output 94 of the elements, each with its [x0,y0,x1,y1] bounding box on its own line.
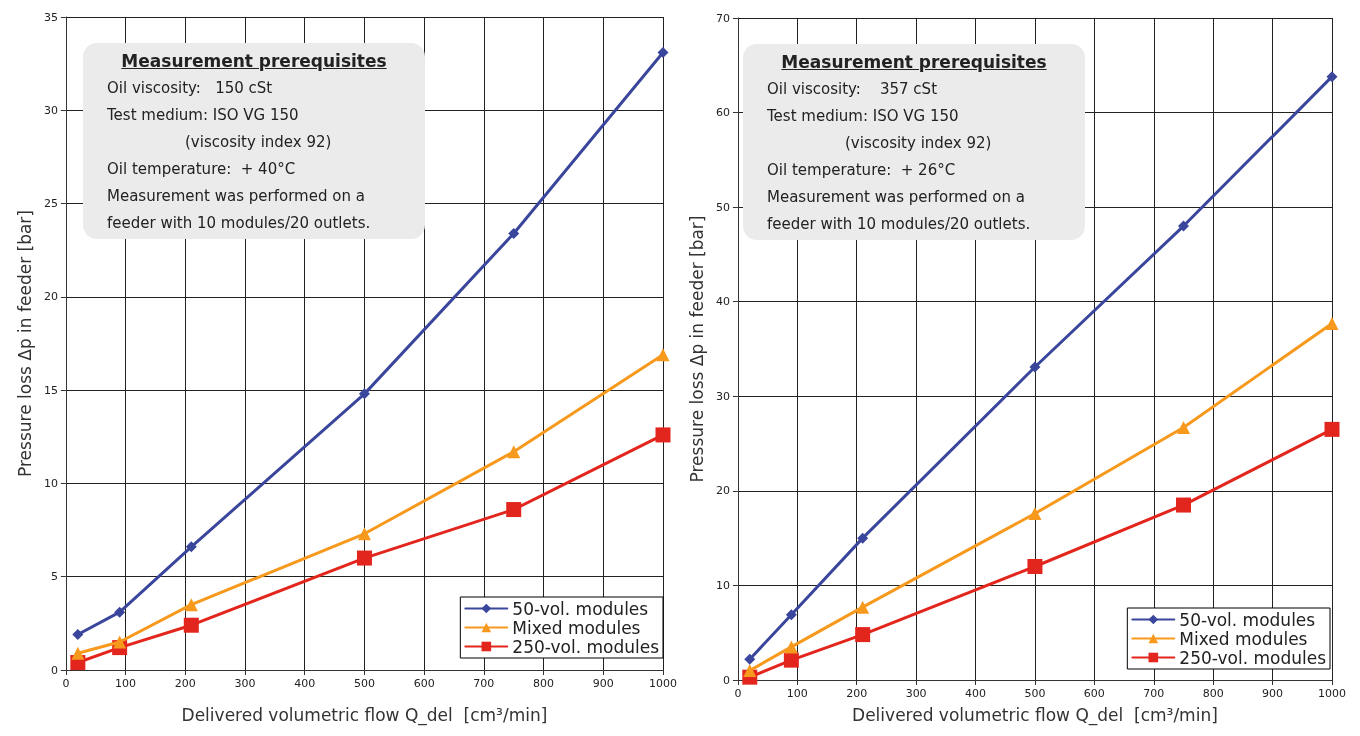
annotation: Measurement prerequisites [780,51,1048,74]
y-tick-label: 10 [715,578,730,592]
y-tick-label: 0 [50,663,58,677]
x-axis-title: Delivered volumetric flow Q_del [cm³/min] [852,704,1218,726]
annotation: Oil viscosity: 357 cSt [767,79,939,100]
point [656,348,670,362]
annotation: Measurement prerequisites [120,50,388,73]
x-tick-label: 100 [786,687,808,700]
y-tick-label: 35 [43,10,58,24]
point [507,445,521,459]
legend-label: 50-vol. modules [1179,609,1316,630]
legend-label: Mixed modules [512,617,641,638]
annotation: Test medium: ISO VG 150 [107,105,300,126]
point [1028,507,1042,521]
x-axis-title: Delivered volumetric flow Q_del [cm³/min] [181,704,548,726]
x-tick-label: 800 [533,677,555,690]
legend-label: 250-vol. modules [1179,647,1327,668]
y-tick-label: 10 [43,476,58,490]
point [785,609,797,621]
point [71,646,85,660]
x-tick-label: 200 [174,677,196,690]
y-tick-label: 60 [715,106,730,120]
point [357,527,371,541]
y-tick-label: 15 [43,383,58,397]
y-axis-title: Pressure loss Δp in feeder [bar] [14,210,35,477]
point [506,502,522,518]
point [185,541,197,553]
point [655,427,671,443]
x-tick-label: 300 [905,687,927,700]
point [1325,316,1339,330]
point [856,600,870,614]
y-axis-title: Pressure loss Δp in feeder [bar] [686,215,707,483]
point [508,227,520,239]
annotation: feeder with 10 modules/20 outlets. [107,213,372,234]
annotation: Oil viscosity: 150 cSt [107,78,274,99]
point [1326,71,1338,83]
point [114,606,126,618]
y-tick-label: 25 [43,197,58,211]
y-tick-label: 70 [715,11,730,25]
annotation: Oil temperature: + 40°C [107,159,297,180]
point [1176,420,1190,434]
point [743,664,757,678]
annotation: (viscosity index 92) [844,133,993,154]
point [1027,559,1043,575]
annotation: feeder with 10 modules/20 outlets. [767,214,1032,235]
point [184,598,198,612]
y-tick-label: 30 [43,103,58,117]
annotation: Oil temperature: + 26°C [767,160,957,181]
x-tick-label: 700 [1143,687,1165,700]
point [72,629,84,641]
legend-label: Mixed modules [1179,628,1308,649]
y-tick-label: 5 [50,570,58,584]
annotation: Test medium: ISO VG 150 [767,106,960,127]
point [784,640,798,654]
x-tick-label: 200 [846,687,868,700]
x-tick-label: 1000 [649,677,677,690]
point [857,532,869,544]
point [113,635,127,649]
x-tick-label: 600 [413,677,435,690]
point [183,617,199,633]
point [358,388,370,400]
x-tick-label: 800 [1202,687,1224,700]
point [744,653,756,665]
x-tick-label: 500 [353,677,375,690]
annotation: Measurement was performed on a [107,186,366,207]
point [356,550,372,566]
point [1175,497,1191,513]
x-tick-label: 400 [965,687,987,700]
x-tick-label: 1000 [1318,687,1346,700]
x-tick-label: 400 [294,677,316,690]
x-tick-label: 900 [1262,687,1284,700]
point [1177,220,1189,232]
x-tick-label: 100 [115,677,137,690]
x-tick-label: 300 [234,677,256,690]
annotation: Measurement was performed on a [767,187,1026,208]
annotation: (viscosity index 92) [184,132,333,153]
y-tick-label: 20 [715,484,730,498]
x-tick-label: 700 [473,677,495,690]
y-tick-label: 40 [715,295,730,309]
y-tick-label: 30 [715,389,730,403]
x-tick-label: 500 [1024,687,1046,700]
y-tick-label: 20 [43,290,58,304]
point [783,652,799,668]
x-tick-label: 600 [1083,687,1105,700]
x-tick-label: 0 [62,677,70,690]
point [1029,361,1041,373]
legend-label: 250-vol. modules [512,636,660,657]
point [855,627,871,643]
point [1324,421,1340,437]
x-tick-label: 0 [734,687,742,700]
y-tick-label: 50 [715,200,730,214]
x-tick-label: 900 [592,677,614,690]
legend-label: 50-vol. modules [512,598,649,619]
point [657,46,669,58]
